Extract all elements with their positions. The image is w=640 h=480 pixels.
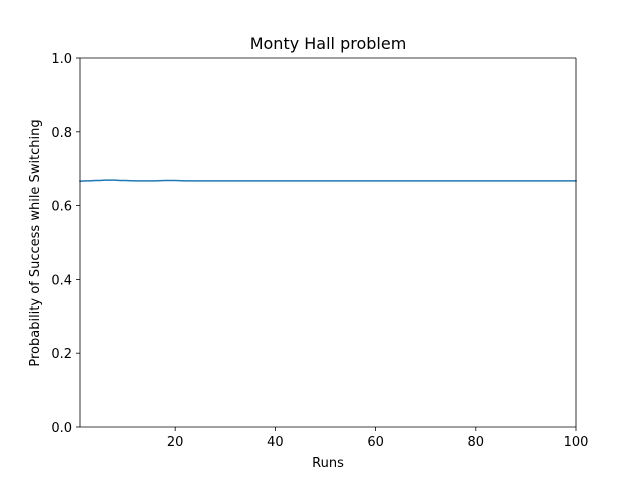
y-tick-label: 0.0 <box>51 421 72 436</box>
y-tick-label: 0.2 <box>51 347 72 362</box>
x-tick-label: 60 <box>367 435 384 450</box>
y-tick-label: 0.4 <box>51 273 72 288</box>
y-tick-label: 0.8 <box>51 126 72 141</box>
y-tick-label: 0.6 <box>51 200 72 215</box>
x-tick-label: 20 <box>167 435 184 450</box>
x-tick-label: 80 <box>468 435 485 450</box>
x-tick-label: 40 <box>267 435 284 450</box>
x-tick-label: 100 <box>564 435 589 450</box>
plot-area: 20 40 60 80 100 0.0 0.2 0.4 0.6 0.8 1.0 <box>51 52 588 450</box>
y-tick-label: 1.0 <box>51 52 72 67</box>
series-line-0 <box>79 179 577 183</box>
y-axis-label: Probability of Success while Switching <box>28 119 43 366</box>
x-axis-label: Runs <box>312 456 344 471</box>
chart-title: Monty Hall problem <box>250 34 407 53</box>
